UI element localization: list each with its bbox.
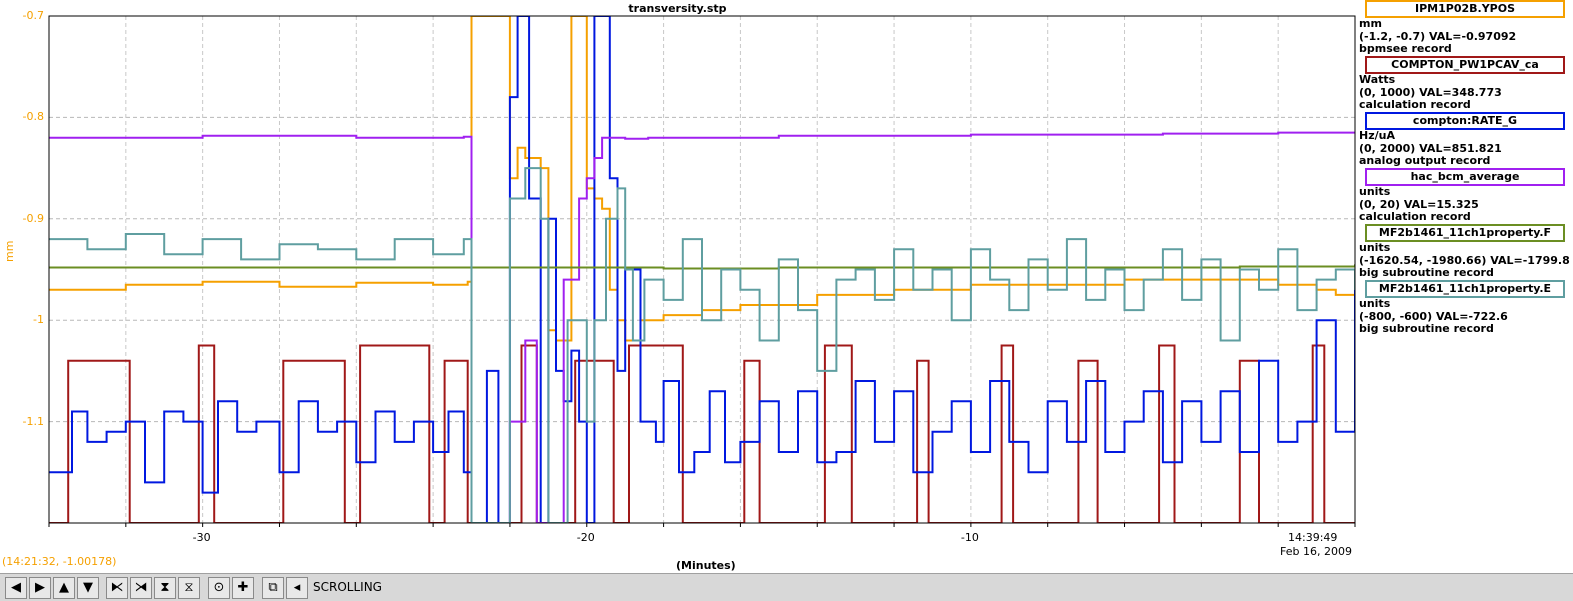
legend-range: (0, 1000) VAL=348.773 [1359, 85, 1502, 99]
shrink-horizontal-icon[interactable]: ⧔ [106, 577, 128, 599]
shrink-vertical-icon[interactable]: ⧗ [154, 577, 176, 599]
chart-title: transversity.stp [628, 2, 727, 15]
y-tick-label: -0.7 [22, 9, 44, 22]
legend-unit: units [1359, 241, 1391, 254]
y-tick-label: -1.1 [22, 414, 44, 428]
cursor-readout: (14:21:32, -1.00178) [2, 555, 117, 568]
y-axis-label: mm [3, 240, 16, 262]
x-tick-label: -20 [576, 531, 595, 544]
legend-record-type: calculation record [1359, 210, 1471, 223]
legend-record-type: calculation record [1359, 98, 1471, 111]
legend-series-name[interactable]: MF2b1461_11ch1property.F [1365, 224, 1565, 242]
legend: IPM1P02B.YPOS mm (-1.2, -0.7) VAL=-0.97092… [1359, 0, 1570, 336]
y-tick-label: -0.8 [22, 110, 44, 124]
expand-horizontal-icon[interactable]: ⧕ [130, 577, 152, 599]
scrolling-status: SCROLLING [313, 580, 382, 594]
series-layer [49, 16, 1355, 523]
legend-item[interactable]: MF2b1461_11ch1property.F units (-1620.54, … [1359, 224, 1570, 280]
autoscale-icon[interactable]: ⧉ [262, 577, 284, 599]
legend-unit: units [1359, 185, 1391, 198]
legend-item[interactable]: MF2b1461_11ch1property.E units (-800, -600… [1359, 280, 1569, 336]
legend-unit: Hz/uA [1359, 129, 1395, 142]
legend-range: (-1.2, -0.7) VAL=-0.97092 [1359, 29, 1517, 43]
legend-item[interactable]: hac_bcm_average units (0, 20) VAL=15.325 ca… [1359, 168, 1569, 224]
legend-record-type: big subroutine record [1359, 266, 1494, 279]
legend-record-type: big subroutine record [1359, 322, 1494, 335]
legend-item[interactable]: IPM1P02B.YPOS mm (-1.2, -0.7) VAL=-0.97092… [1359, 0, 1569, 56]
record-icon[interactable]: ⊙ [208, 577, 230, 599]
x-axis-end-date: Feb 16, 2009 [1280, 545, 1352, 558]
legend-unit: Watts [1359, 73, 1396, 86]
series-line-1 [49, 344, 1355, 523]
legend-item[interactable]: compton:RATE_G Hz/uA (0, 2000) VAL=851.821… [1359, 112, 1569, 168]
add-icon[interactable]: ✚ [232, 577, 254, 599]
legend-series-name[interactable]: compton:RATE_G [1365, 112, 1565, 130]
expand-vertical-icon[interactable]: ⧖ [178, 577, 200, 599]
legend-record-type: bpmsee record [1359, 42, 1452, 55]
series-line-5 [49, 167, 1355, 523]
legend-series-name[interactable]: IPM1P02B.YPOS [1365, 0, 1565, 18]
x-tick-label: -10 [960, 531, 979, 544]
right-arrow-icon[interactable]: ▶ [29, 577, 51, 599]
plot-frame [48, 15, 1356, 524]
legend-series-name[interactable]: COMPTON_PW1PCAV_ca [1365, 56, 1565, 74]
legend-range: (-800, -600) VAL=-722.6 [1359, 309, 1508, 323]
series-line-3 [49, 131, 1355, 523]
y-tick-label: -0.9 [22, 211, 44, 225]
legend-series-name[interactable]: MF2b1461_11ch1property.E [1365, 280, 1565, 298]
legend-unit: mm [1359, 17, 1382, 30]
legend-range: (0, 20) VAL=15.325 [1359, 197, 1479, 211]
legend-range: (-1620.54, -1980.66) VAL=-1799.8 [1359, 253, 1570, 267]
x-tick-label: -30 [192, 531, 211, 544]
legend-range: (0, 2000) VAL=851.821 [1359, 141, 1502, 155]
legend-unit: units [1359, 297, 1391, 310]
up-arrow-icon[interactable]: ▲ [53, 577, 75, 599]
down-arrow-icon[interactable]: ▼ [77, 577, 99, 599]
left-arrow-icon[interactable]: ◀ [5, 577, 27, 599]
x-axis-end-time: 14:39:49 [1288, 531, 1338, 544]
y-tick-label: -1 [33, 313, 44, 327]
back-icon[interactable]: ◂ [286, 577, 308, 599]
legend-item[interactable]: COMPTON_PW1PCAV_ca Watts (0, 1000) VAL=348… [1359, 56, 1569, 112]
x-axis-label: (Minutes) [676, 559, 736, 572]
legend-series-name[interactable]: hac_bcm_average [1365, 168, 1565, 186]
toolbar: SCROLLING ◀ ▶ ▲ ▼ ⧔ ⧕ ⧗ ⧖ ⊙ ✚ ⧉ ◂ [0, 573, 1573, 601]
legend-record-type: analog output record [1359, 154, 1491, 167]
